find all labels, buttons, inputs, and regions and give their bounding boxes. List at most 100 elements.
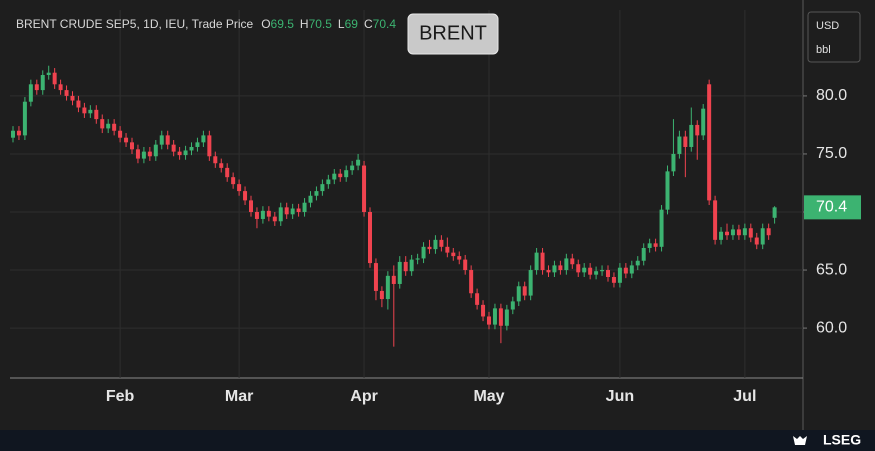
candle-body [647,243,652,248]
candle-body [278,207,283,222]
candle-body [671,153,676,172]
candle-body [231,177,236,185]
legend-label: C [363,17,373,31]
candle-body [183,150,188,156]
candle-body [88,109,93,114]
y-tick-label: 60.0 [816,319,847,336]
candle-body [403,261,408,272]
legend-value: 69 [344,17,358,31]
candle-body [415,258,420,260]
candle-body [582,267,587,273]
candle-body [373,263,378,291]
legend-value: 69.5 [270,17,294,31]
candle-body [100,119,105,129]
legend-label: O [261,17,271,31]
candle-body [52,72,57,85]
candle-body [254,211,259,219]
candle-body [695,124,700,136]
candle-body [344,170,349,178]
candle-body [701,108,706,136]
candle-body [124,137,129,143]
candle-body [302,202,307,212]
candle-body [82,107,87,114]
candle-body [516,286,521,302]
candle-body [748,228,753,238]
candle-body [641,247,646,261]
candle-body [320,184,325,192]
y-tick-label: 80.0 [816,87,847,104]
candle-body [147,151,152,157]
candle-body [576,264,581,273]
candle-body [475,293,480,305]
candle-body [498,308,503,326]
candle-body [611,277,616,283]
candle-body [540,252,545,271]
candle-body [385,275,390,300]
candle-body [207,135,212,157]
candle-body [606,270,610,278]
x-tick-label: Jul [733,388,756,405]
candle-body [64,90,69,96]
candle-body [165,135,170,145]
unit: bbl [816,44,831,56]
candle-body [195,142,200,147]
candle-body [635,260,640,266]
candle-body [290,208,295,215]
x-tick-label: Feb [106,388,135,405]
candle-body [11,130,15,138]
candle-body [159,135,164,145]
candle-body [510,301,515,310]
candle-body [754,237,759,245]
candle-body [34,84,39,91]
candle-body [725,231,729,236]
badge: BRENT [419,22,487,44]
candle-body [46,72,51,76]
candle-body [112,123,117,131]
title: BRENT CRUDE SEP5, 1D, IEU, Trade Price [16,17,254,31]
candle-body [600,270,605,272]
candle-body [356,159,361,166]
x-tick-label: Jun [606,388,634,405]
candle-body [326,179,331,185]
candle-body [427,246,432,250]
candle-body [189,146,194,151]
footer-bar [0,430,875,451]
candle-body [118,130,123,138]
legend-value: 70.4 [372,17,396,31]
logo-icon [793,436,807,445]
candle-body [260,210,265,219]
candle-body [463,259,468,271]
candle-body [243,191,248,201]
candle-body [760,228,765,245]
candle-body [409,259,414,272]
plot-background [0,0,875,430]
candle-body [76,100,81,108]
candle-body [22,101,27,136]
candle-body [421,246,426,259]
candle-body [623,267,628,274]
candle-body [141,151,146,159]
candle-body [272,216,277,222]
candle-body [314,191,319,196]
price-tag-label: 70.4 [816,199,847,216]
legend-label: H [299,17,309,31]
candle-body [433,239,438,250]
candle-body [201,135,206,143]
candle-body [284,207,289,215]
candle-body [534,252,539,271]
x-tick-label: Mar [225,388,253,405]
candle-body [70,95,75,101]
candle-body [594,271,599,275]
candle-body [552,265,557,273]
candle-body [558,265,563,271]
candle-body [665,171,670,210]
candle-body [683,136,688,147]
candle-body [736,229,741,236]
candle-body [564,258,569,271]
candle-body [106,123,111,129]
candle-body [707,84,712,201]
candle-body [266,210,271,217]
legend-value: 70.5 [308,17,332,31]
unit-box [807,11,861,63]
